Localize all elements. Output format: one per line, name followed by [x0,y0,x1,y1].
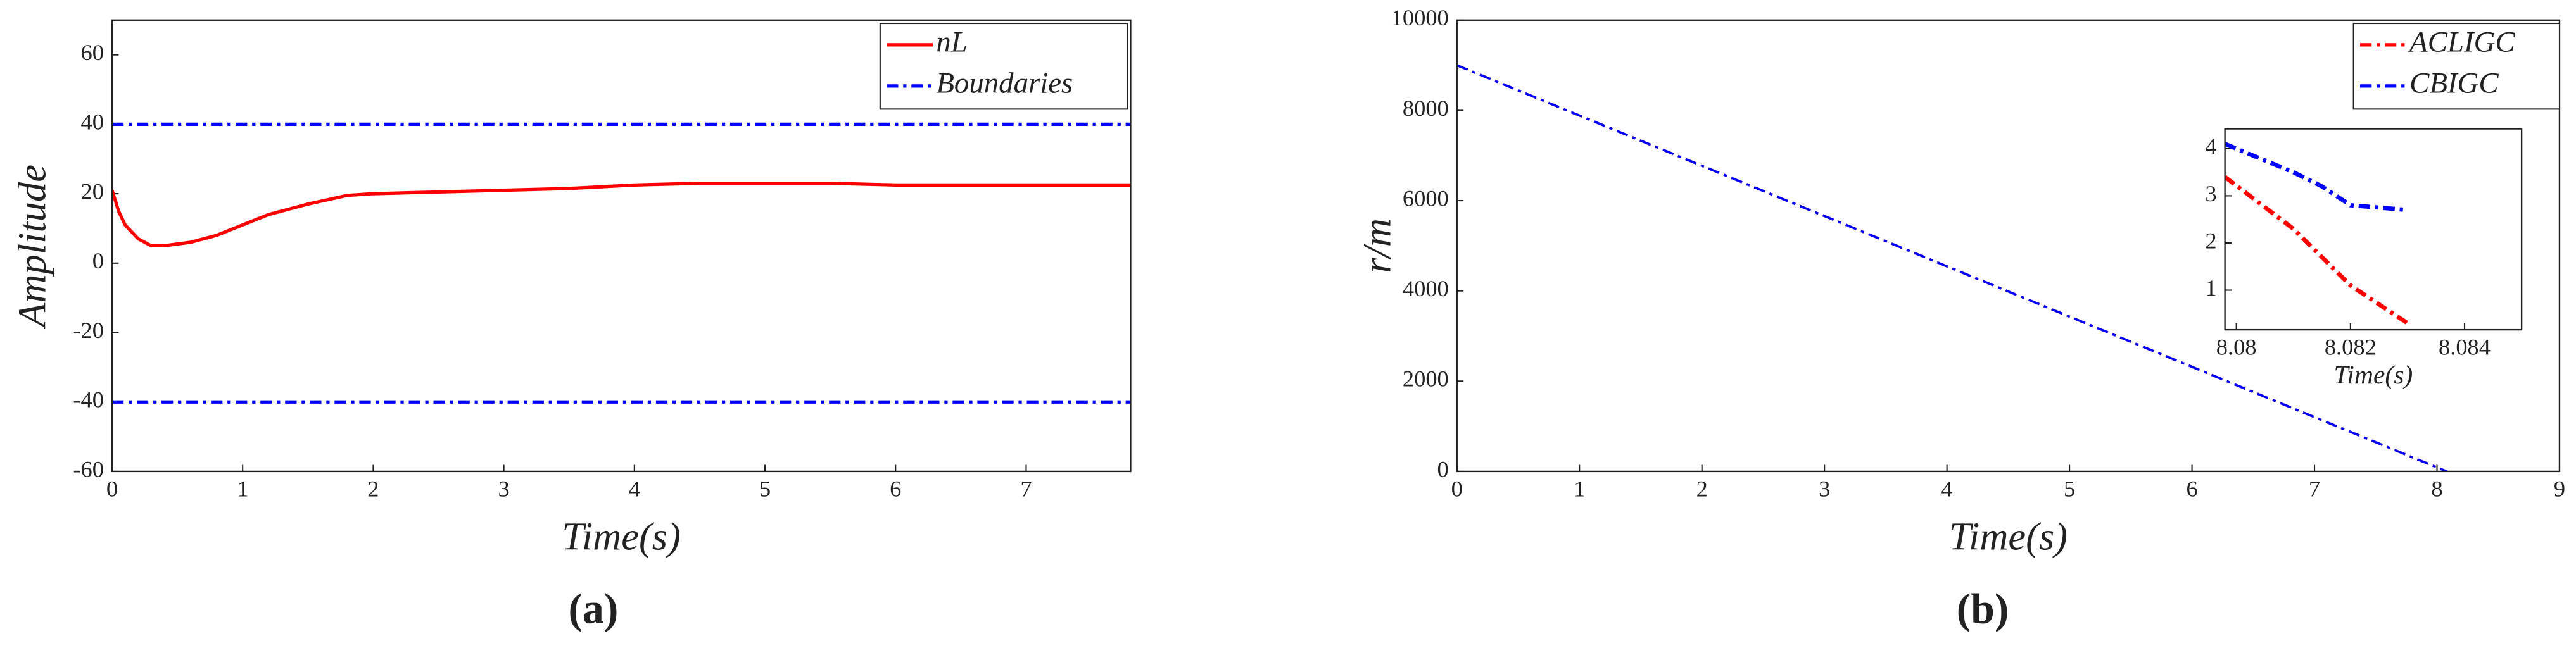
inset-background [2225,128,2522,330]
x-tick-label: 2 [1696,477,1708,502]
y-tick-label: 40 [81,109,104,135]
y-tick-label: 3 [2205,181,2216,206]
x-tick-label: 8 [2431,477,2442,502]
x-tick-label: 2 [367,477,379,502]
y-tick-label: 20 [81,178,104,204]
legend-label: ACLIGC [2408,26,2515,59]
plot-lines [2225,142,2409,325]
x-tick-label: 3 [1819,477,1830,502]
legend-label: CBIGC [2409,67,2499,100]
x-tick-label: 0 [1451,477,1463,502]
panel-label: (b) [1957,585,2009,632]
x-tick-label: 7 [2309,477,2320,502]
panel-label: (a) [569,585,619,632]
legend-label: nL [936,26,967,59]
x-tick-label: 8.084 [2439,335,2491,360]
x-tick-label: 8.08 [2216,335,2257,360]
y-tick-label: -20 [73,318,104,343]
y-tick-label: 1 [2205,275,2216,301]
x-tick-label: 4 [629,477,640,502]
series-line [2225,175,2409,325]
x-axis-label: Time(s) [562,514,681,559]
x-tick-label: 6 [2186,477,2197,502]
x-tick-label: 6 [890,477,901,502]
x-tick-label: 3 [498,477,510,502]
plot-lines [111,122,1131,404]
legend-box [879,22,1128,110]
x-tick-label: 1 [237,477,248,502]
x-tick-label: 5 [2064,477,2075,502]
y-tick-label: -60 [73,456,104,482]
series-line [111,182,1131,247]
legend-box [2352,22,2561,110]
x-axis-label: Time(s) [2333,361,2413,390]
plot-frame [1456,19,2561,473]
y-tick-label: 4 [2205,134,2216,159]
x-axis-label: Time(s) [1949,514,2068,559]
x-tick-label: 4 [1941,477,1953,502]
legend-label: Boundaries [936,67,1073,100]
x-tick-label: 8.082 [2325,335,2377,360]
plot-lines [1456,64,2447,471]
x-tick-label: 5 [759,477,771,502]
y-tick-label: 2 [2205,228,2216,253]
x-tick-label: 7 [1020,477,1032,502]
plot-frame [111,19,1132,473]
y-tick-label: 6000 [1403,185,1449,211]
y-tick-label: 8000 [1403,96,1449,121]
series-line [111,122,1131,404]
x-tick-label: 0 [106,477,118,502]
y-axis-label: r/m [1354,218,1399,273]
series-line [1456,64,2447,471]
series-line [2225,142,2408,213]
y-tick-label: -40 [73,387,104,413]
y-tick-label: 2000 [1403,366,1449,392]
y-tick-label: 60 [81,40,104,65]
plot-frame [2224,128,2523,331]
x-tick-label: 1 [1574,477,1585,502]
y-tick-label: 0 [92,248,104,273]
x-tick-label: 9 [2554,477,2565,502]
y-tick-label: 0 [1437,456,1449,482]
y-tick-label: 4000 [1403,276,1449,301]
y-axis-label: Amplitude [10,165,54,330]
y-tick-label: 10000 [1391,5,1449,30]
